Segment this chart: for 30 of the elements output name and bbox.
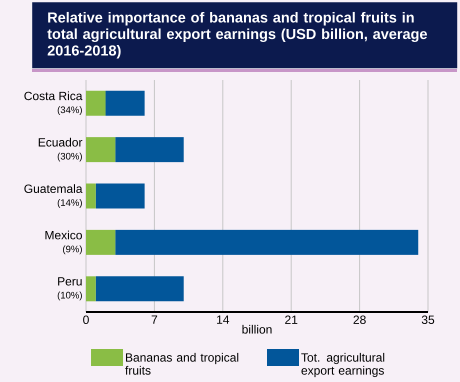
x-tick-label: 28 xyxy=(354,316,366,324)
bar xyxy=(115,230,418,255)
x-tick-label: 0 xyxy=(83,316,89,324)
y-tick-label: Guatemala xyxy=(24,184,82,193)
x-tick-label: 21 xyxy=(285,316,298,324)
y-tick-label: Costa Rica xyxy=(24,91,82,100)
bar xyxy=(115,137,184,162)
text: (34%) xyxy=(58,106,82,116)
bar xyxy=(96,276,184,302)
x-tick-label: 35 xyxy=(422,316,434,324)
text: (14%) xyxy=(58,198,82,208)
y-tick-label: Ecuador xyxy=(38,138,82,147)
x-tick-label: 14 xyxy=(217,316,230,324)
bar xyxy=(86,230,116,255)
y-tick-label: Mexico xyxy=(45,230,82,240)
chart-title: Relative importance of bananas and tropical fruits in total agricultural export earnings (USD billion, average 2016-2018) xyxy=(47,12,427,58)
text: (30%) xyxy=(58,152,82,162)
legend-label: Tot. agricultural export earnings xyxy=(301,352,384,378)
bar xyxy=(86,184,96,209)
text: (10%) xyxy=(58,292,82,300)
bar xyxy=(86,90,106,116)
x-axis-title: billion xyxy=(242,324,272,334)
y-tick-label: Peru xyxy=(58,277,82,286)
x-tick-label: 7 xyxy=(152,316,158,324)
bar xyxy=(86,137,116,162)
text: (9%) xyxy=(63,245,82,254)
bar xyxy=(86,276,96,302)
legend-label: Bananas and tropical fruits xyxy=(125,352,238,375)
bar xyxy=(96,184,145,209)
bar xyxy=(106,90,145,116)
